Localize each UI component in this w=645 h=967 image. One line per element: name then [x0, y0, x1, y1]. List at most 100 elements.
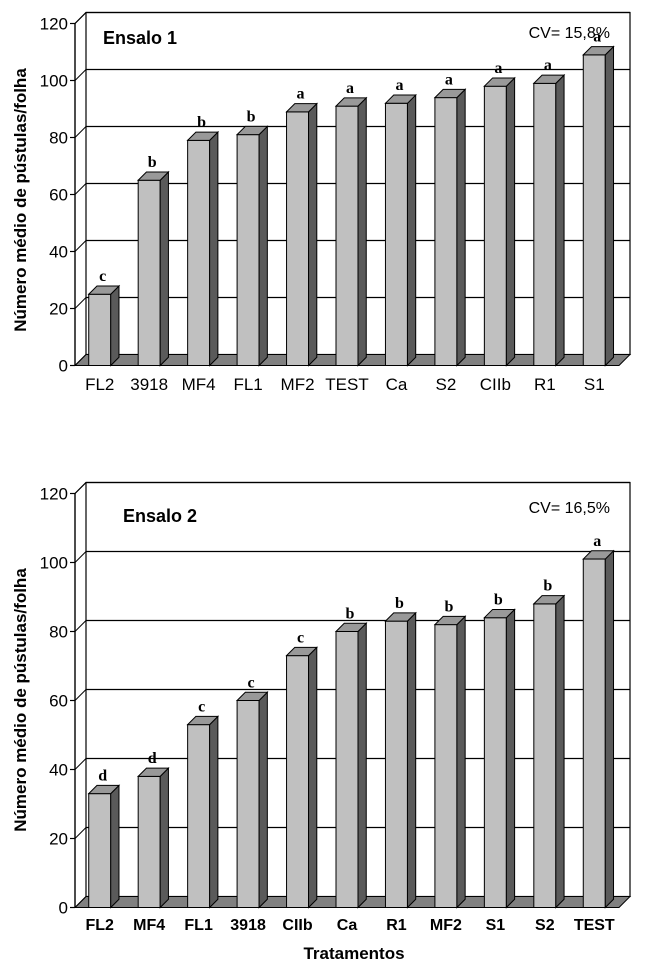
- x-tick-label: Ca: [386, 375, 408, 394]
- significance-letter: a: [544, 57, 552, 74]
- y-axis-label: Número médio de pústulas/folha: [11, 68, 30, 332]
- bar-front: [88, 293, 112, 366]
- bar-top: [483, 77, 516, 87]
- y-tick-label: 100: [40, 554, 68, 573]
- bar-top: [285, 103, 319, 113]
- bar-top: [235, 691, 269, 701]
- y-tick-diagonal: [74, 354, 87, 366]
- significance-letter: c: [248, 674, 255, 691]
- bar-front: [335, 105, 359, 367]
- bar-side: [357, 622, 367, 909]
- bar-side: [159, 766, 169, 909]
- bar-top: [532, 74, 566, 84]
- x-tick-label: MF2: [281, 375, 315, 394]
- bar-side: [159, 170, 169, 367]
- chart-title: Ensalo 1: [103, 28, 177, 48]
- y-tick-diagonal: [74, 827, 87, 839]
- significance-letter: b: [197, 114, 206, 131]
- significance-letter: b: [395, 595, 404, 612]
- bar-front: [582, 558, 606, 909]
- bar-top: [136, 171, 170, 181]
- x-tick-label: FL2: [85, 375, 114, 394]
- x-tick-label: MF2: [430, 917, 462, 934]
- cv-annotation: CV= 15,8%: [529, 25, 610, 42]
- bar-top: [235, 125, 269, 136]
- significance-letter: c: [99, 268, 106, 285]
- bar-top: [582, 46, 615, 56]
- bar-front: [187, 724, 211, 908]
- x-tick-label: 3918: [230, 917, 266, 934]
- y-tick-label: 80: [49, 623, 68, 642]
- bar-side: [604, 549, 615, 909]
- bar-side: [406, 93, 417, 367]
- bar-front: [137, 179, 161, 366]
- x-axis-label: Tratamentos: [303, 944, 404, 963]
- y-axis-label: Número médio de pústulas/folha: [11, 568, 30, 832]
- bar-front: [483, 617, 507, 908]
- bar-side: [456, 88, 466, 367]
- bar-side: [456, 615, 466, 909]
- x-tick-label: CIIb: [282, 917, 312, 934]
- bar-front: [335, 631, 359, 908]
- y-tick-label: 40: [49, 243, 68, 262]
- y-tick-diagonal: [74, 896, 87, 908]
- x-tick-label: S2: [436, 375, 457, 394]
- bar-top: [186, 131, 220, 141]
- x-tick-label: FL2: [86, 917, 115, 934]
- y-tick-label: 20: [49, 300, 68, 319]
- y-tick-diagonal: [74, 482, 87, 494]
- y-tick-label: 0: [59, 899, 68, 918]
- x-tick-label: CIIb: [480, 375, 511, 394]
- significance-letter: c: [297, 629, 304, 646]
- bar-top: [136, 767, 170, 777]
- bar-top: [433, 88, 467, 99]
- significance-letter: b: [247, 108, 256, 125]
- y-tick-diagonal: [74, 69, 87, 81]
- bar-side: [110, 284, 120, 367]
- bar-side: [555, 73, 565, 367]
- y-tick-diagonal: [74, 126, 87, 138]
- bar-front: [286, 111, 310, 366]
- bar-top: [334, 622, 368, 632]
- x-tick-label: FL1: [184, 917, 213, 934]
- bar-front: [582, 54, 606, 366]
- y-tick-label: 60: [49, 692, 68, 711]
- bar-front: [384, 102, 408, 367]
- x-tick-label: S2: [535, 917, 555, 934]
- bar-side: [258, 691, 268, 909]
- x-tick-label: Ca: [337, 917, 358, 934]
- y-tick-label: 120: [40, 15, 68, 34]
- bar-side: [209, 130, 219, 367]
- bar-front: [236, 700, 260, 908]
- bar-top: [384, 612, 417, 622]
- y-tick-diagonal: [74, 689, 87, 701]
- x-tick-label: MF4: [133, 917, 165, 934]
- y-tick-label: 60: [49, 186, 68, 205]
- bar-front: [434, 97, 458, 366]
- bar-top: [334, 97, 368, 107]
- bar-front: [533, 603, 557, 909]
- bar-front: [533, 82, 557, 366]
- y-tick-label: 0: [59, 357, 68, 376]
- bar-chart-ensaio-2: Número médio de pústulas/folha Tratament…: [11, 481, 632, 963]
- bar-chart-ensaio-1: Número médio de pústulas/folha 0 20 40 60 80…: [11, 11, 632, 394]
- cv-annotation: CV= 16,5%: [529, 500, 610, 517]
- y-tick-diagonal: [74, 620, 87, 632]
- significance-letter: a: [297, 86, 305, 103]
- y-tick-label: 100: [40, 72, 68, 91]
- x-tick-label: TEST: [325, 375, 368, 394]
- y-tick-label: 80: [49, 129, 68, 148]
- x-tick-label: FL1: [233, 375, 262, 394]
- significance-letter: a: [346, 80, 354, 97]
- significance-letter: b: [543, 578, 552, 595]
- x-tick-label: R1: [386, 917, 407, 934]
- significance-letter: a: [593, 533, 601, 550]
- x-tick-label: R1: [534, 375, 556, 394]
- bar-top: [433, 615, 467, 626]
- y-tick-diagonal: [74, 183, 87, 195]
- y-tick-diagonal: [74, 297, 87, 309]
- bar-front: [434, 624, 458, 908]
- significance-letter: b: [444, 598, 453, 615]
- bar-front: [187, 139, 211, 366]
- bar-top: [285, 646, 319, 657]
